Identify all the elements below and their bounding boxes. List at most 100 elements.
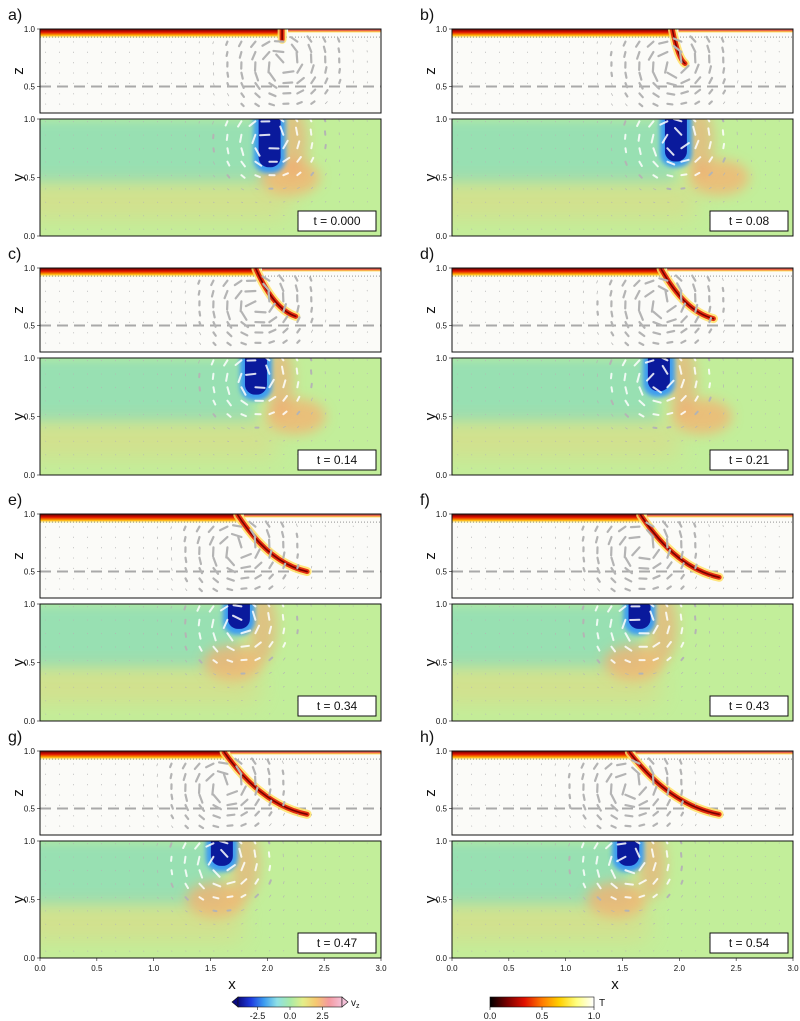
velocity-vector <box>283 895 285 898</box>
velocity-vector <box>184 632 188 638</box>
velocity-vector <box>254 102 260 108</box>
velocity-vector <box>213 440 215 443</box>
velocity-vector <box>212 909 218 913</box>
velocity-vector <box>268 328 277 334</box>
velocity-vector <box>310 524 312 528</box>
velocity-vector <box>708 316 713 324</box>
velocity-vector <box>638 160 643 167</box>
velocity-vector <box>611 686 614 689</box>
velocity-vector <box>666 625 671 635</box>
velocity-vector <box>625 440 627 443</box>
velocity-vector <box>198 793 204 804</box>
velocity-vector <box>657 285 669 293</box>
velocity-vector <box>610 399 614 406</box>
velocity-vector <box>706 44 711 54</box>
panel-label: f) <box>420 492 430 509</box>
velocity-vector <box>651 536 655 549</box>
velocity-vector <box>624 803 636 808</box>
velocity-vector <box>240 413 247 418</box>
velocity-vector <box>555 825 557 828</box>
velocity-vector <box>296 156 302 163</box>
velocity-vector <box>182 525 187 532</box>
velocity-vector <box>171 659 173 662</box>
velocity-vector <box>610 41 612 45</box>
hot-surface-layer <box>452 29 673 38</box>
velocity-vector <box>750 102 753 105</box>
velocity-vector <box>680 656 685 662</box>
velocity-vector <box>624 81 629 89</box>
colorbar-tick-label: -2.5 <box>250 1011 266 1021</box>
velocity-vector <box>205 762 215 769</box>
velocity-vector <box>222 773 229 786</box>
velocity-vector <box>240 811 249 817</box>
velocity-vector <box>638 566 650 570</box>
velocity-vector <box>690 43 697 54</box>
velocity-vector <box>170 882 174 888</box>
velocity-vector <box>652 320 663 327</box>
velocity-vector <box>680 865 683 872</box>
velocity-vector <box>226 147 230 155</box>
velocity-vector <box>171 896 174 900</box>
velocity-vector <box>268 788 272 796</box>
velocity-vector <box>226 864 236 872</box>
velocity-vector <box>199 400 201 404</box>
slab-core <box>639 514 720 579</box>
velocity-vector <box>608 279 613 286</box>
velocity-vector <box>708 340 712 344</box>
velocity-vector <box>555 896 557 899</box>
velocity-vector <box>652 92 660 98</box>
velocity-vector <box>240 341 247 346</box>
panel-label: a) <box>8 7 22 24</box>
colorbar-tick-label: 1.0 <box>588 1011 601 1021</box>
velocity-vector <box>708 396 712 402</box>
velocity-vector <box>721 46 725 54</box>
velocity-vector <box>694 563 698 570</box>
velocity-vector <box>268 864 272 872</box>
velocity-vector <box>569 923 571 926</box>
velocity-vector <box>157 910 159 912</box>
velocity-vector <box>227 93 230 97</box>
velocity-vector <box>212 341 217 347</box>
velocity-vector <box>650 848 655 858</box>
colorbar-vz-arrow-left <box>231 996 239 1008</box>
velocity-vector <box>596 814 603 821</box>
z-axis-label: z <box>10 552 27 560</box>
velocity-vector <box>617 525 627 533</box>
velocity-vector <box>216 770 229 776</box>
velocity-vector <box>205 842 215 848</box>
velocity-vector <box>638 894 646 899</box>
velocity-vector <box>213 82 215 86</box>
side-view-plot <box>452 268 793 352</box>
x-tick-label: 3.0 <box>787 964 799 973</box>
velocity-vector <box>650 841 655 845</box>
velocity-vector <box>185 588 188 592</box>
velocity-vector <box>248 520 257 528</box>
velocity-vector <box>652 624 659 635</box>
colorbar-t-label: T <box>599 998 605 1009</box>
velocity-vector <box>226 310 231 321</box>
velocity-vector <box>248 120 257 127</box>
velocity-vector <box>621 783 627 796</box>
velocity-vector <box>652 174 659 179</box>
velocity-vector <box>251 133 257 145</box>
y-tick-label: 0.0 <box>436 717 448 726</box>
velocity-vector <box>240 320 250 329</box>
velocity-vector <box>681 440 684 442</box>
velocity-vector <box>240 565 252 570</box>
velocity-vector <box>658 40 669 45</box>
velocity-vector <box>157 896 159 899</box>
velocity-vector <box>624 320 630 329</box>
velocity-vector <box>652 386 662 394</box>
velocity-vector <box>212 41 214 45</box>
axis-ticks: 0.5 1.0 z 0.0 0.5 1.0 y <box>422 510 452 726</box>
velocity-vector <box>637 773 641 786</box>
velocity-vector <box>625 103 628 107</box>
velocity-vector <box>639 201 641 204</box>
map-velocity-field <box>457 841 780 952</box>
y-axis-label: y <box>10 412 27 420</box>
velocity-vector <box>652 548 661 559</box>
velocity-vector <box>580 842 585 849</box>
velocity-vector <box>610 882 618 889</box>
velocity-vector <box>582 793 586 802</box>
velocity-vector <box>171 825 174 829</box>
